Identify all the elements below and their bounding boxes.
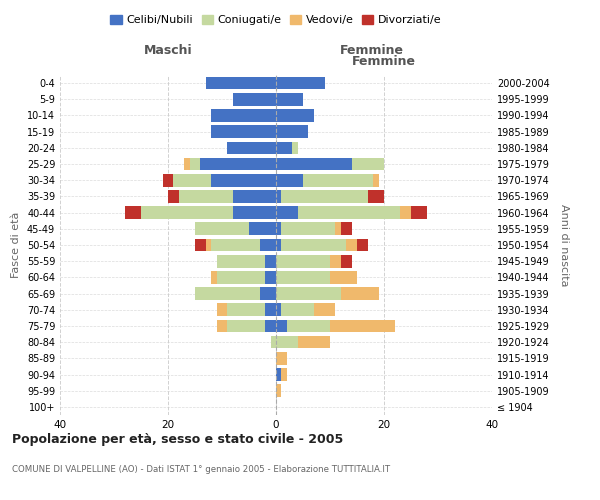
Bar	[233, 93, 276, 106]
Bar	[330, 271, 357, 283]
Bar	[341, 222, 352, 235]
Bar	[260, 288, 276, 300]
Text: Femmine: Femmine	[340, 44, 404, 58]
Bar	[368, 190, 384, 202]
Bar	[233, 190, 276, 202]
Bar	[276, 174, 303, 186]
Bar	[276, 222, 281, 235]
Bar	[217, 304, 227, 316]
Bar	[211, 174, 276, 186]
Bar	[314, 304, 335, 316]
Bar	[195, 288, 260, 300]
Bar	[200, 158, 276, 170]
Bar	[330, 255, 341, 268]
Bar	[276, 271, 330, 283]
Bar	[276, 352, 287, 364]
Bar	[179, 190, 233, 202]
Bar	[276, 190, 281, 202]
Bar	[276, 238, 281, 252]
Bar	[141, 206, 233, 219]
Bar	[276, 288, 341, 300]
Bar	[335, 222, 341, 235]
Bar	[184, 158, 190, 170]
Bar	[227, 320, 265, 332]
Bar	[227, 142, 276, 154]
Bar	[357, 238, 368, 252]
Legend: Celibi/Nubili, Coniugati/e, Vedovi/e, Divorziati/e: Celibi/Nubili, Coniugati/e, Vedovi/e, Di…	[106, 10, 446, 30]
Bar	[303, 174, 373, 186]
Bar	[271, 336, 276, 348]
Bar	[276, 142, 292, 154]
Bar	[217, 255, 265, 268]
Bar	[206, 238, 211, 252]
Bar	[281, 190, 368, 202]
Bar	[411, 206, 427, 219]
Bar	[276, 126, 308, 138]
Bar	[276, 93, 303, 106]
Bar	[281, 304, 314, 316]
Bar	[211, 126, 276, 138]
Y-axis label: Anni di nascita: Anni di nascita	[559, 204, 569, 286]
Bar	[298, 336, 330, 348]
Bar	[281, 222, 335, 235]
Bar	[195, 222, 249, 235]
Bar	[276, 206, 298, 219]
Bar	[217, 271, 265, 283]
Bar	[227, 304, 265, 316]
Bar	[276, 320, 287, 332]
Bar	[276, 255, 330, 268]
Bar	[265, 271, 276, 283]
Bar	[330, 320, 395, 332]
Bar	[281, 368, 287, 381]
Bar	[217, 320, 227, 332]
Bar	[211, 271, 217, 283]
Bar	[125, 206, 141, 219]
Bar	[276, 158, 352, 170]
Bar	[265, 304, 276, 316]
Bar	[276, 304, 281, 316]
Text: Maschi: Maschi	[143, 44, 193, 58]
Bar	[190, 158, 200, 170]
Bar	[298, 206, 400, 219]
Bar	[281, 238, 346, 252]
Bar	[276, 109, 314, 122]
Bar	[292, 142, 298, 154]
Bar	[276, 336, 298, 348]
Bar	[211, 109, 276, 122]
Bar	[163, 174, 173, 186]
Text: Femmine: Femmine	[352, 55, 416, 68]
Bar	[265, 255, 276, 268]
Bar	[346, 238, 357, 252]
Bar	[211, 238, 260, 252]
Bar	[260, 238, 276, 252]
Bar	[233, 206, 276, 219]
Text: COMUNE DI VALPELLINE (AO) - Dati ISTAT 1° gennaio 2005 - Elaborazione TUTTITALIA: COMUNE DI VALPELLINE (AO) - Dati ISTAT 1…	[12, 466, 390, 474]
Bar	[265, 320, 276, 332]
Bar	[287, 320, 330, 332]
Text: Popolazione per età, sesso e stato civile - 2005: Popolazione per età, sesso e stato civil…	[12, 432, 343, 446]
Bar	[352, 158, 384, 170]
Bar	[195, 238, 206, 252]
Y-axis label: Fasce di età: Fasce di età	[11, 212, 21, 278]
Bar	[341, 255, 352, 268]
Bar	[206, 77, 276, 90]
Bar	[276, 368, 281, 381]
Bar	[168, 190, 179, 202]
Bar	[373, 174, 379, 186]
Bar	[276, 77, 325, 90]
Bar	[249, 222, 276, 235]
Bar	[400, 206, 411, 219]
Bar	[173, 174, 211, 186]
Bar	[276, 384, 281, 397]
Bar	[341, 288, 379, 300]
